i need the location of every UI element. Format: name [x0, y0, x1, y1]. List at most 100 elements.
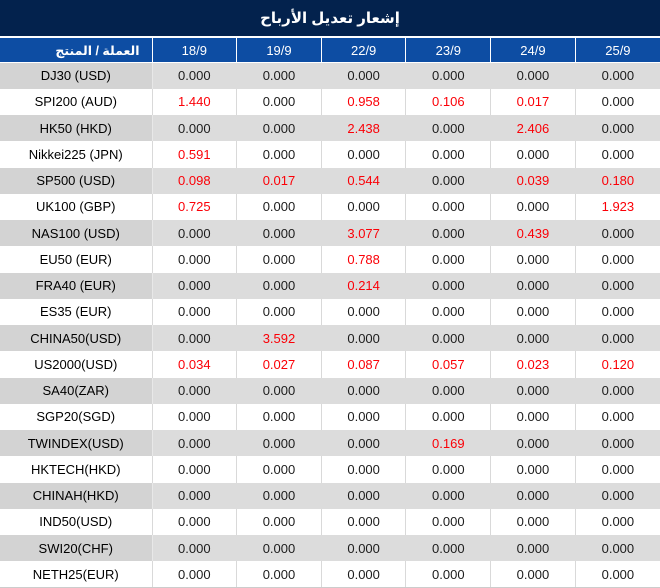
- adjustment-value-cell: 0.000: [321, 430, 407, 457]
- adjustment-value-cell: 0.087: [321, 351, 407, 378]
- adjustment-value-cell: 0.000: [152, 535, 238, 562]
- adjustment-value-cell: 0.000: [490, 430, 576, 457]
- adjustment-value-cell: 0.000: [490, 508, 576, 535]
- adjustment-value-cell: 0.000: [405, 508, 492, 535]
- adjustment-value-cell: 0.000: [490, 141, 576, 168]
- adjustment-value-cell: 0.000: [152, 115, 238, 142]
- product-label: HKTECH(HKD): [0, 456, 153, 483]
- adjustment-value-cell: 0.000: [321, 141, 407, 168]
- adjustment-value-cell: 1.440: [152, 88, 238, 115]
- adjustment-value-cell: 0.000: [321, 325, 407, 352]
- adjustment-value-cell: 0.000: [152, 482, 238, 509]
- adjustment-value-cell: 0.000: [152, 325, 238, 352]
- column-header-product-currency: العملة / المنتج: [0, 38, 152, 63]
- adjustment-value-cell: 0.000: [490, 193, 576, 220]
- adjustment-value-cell: 0.000: [575, 456, 660, 483]
- adjustment-value-cell: 0.000: [490, 246, 576, 273]
- adjustment-value-cell: 0.000: [575, 246, 660, 273]
- table-row: CHINA50(USD) 0.000 3.592 0.000 0.000 0.000 0.0…: [0, 325, 660, 352]
- adjustment-value-cell: 0.039: [490, 167, 576, 194]
- adjustment-value-cell: 0.000: [405, 482, 492, 509]
- dividend-adjustment-table: العملة / المنتج 18/9 19/9 22/9 23/9 24/9 25/9…: [0, 38, 660, 588]
- adjustment-value-cell: 0.000: [405, 167, 492, 194]
- adjustment-value-cell: 0.000: [236, 298, 322, 325]
- adjustment-value-cell: 0.000: [236, 115, 322, 142]
- table-body: DJ30 (USD) 0.000 0.000 0.000 0.000 0.000 0.000…: [0, 62, 660, 588]
- adjustment-value-cell: 0.000: [575, 220, 660, 247]
- adjustment-value-cell: 0.000: [152, 62, 238, 89]
- adjustment-value-cell: 0.057: [405, 351, 492, 378]
- adjustment-value-cell: 0.214: [321, 272, 407, 299]
- product-label: US2000(USD): [0, 351, 153, 378]
- column-header-date: 19/9: [236, 38, 322, 63]
- adjustment-value-cell: 0.000: [405, 62, 492, 89]
- product-label: DJ30 (USD): [0, 62, 153, 89]
- adjustment-value-cell: 0.000: [405, 403, 492, 430]
- adjustment-value-cell: 0.017: [236, 167, 322, 194]
- adjustment-value-cell: 0.000: [490, 535, 576, 562]
- adjustment-value-cell: 0.000: [575, 430, 660, 457]
- adjustment-value-cell: 0.000: [575, 115, 660, 142]
- adjustment-value-cell: 0.000: [490, 482, 576, 509]
- adjustment-value-cell: 0.106: [405, 88, 492, 115]
- adjustment-value-cell: 0.000: [405, 298, 492, 325]
- adjustment-value-cell: 0.000: [236, 482, 322, 509]
- adjustment-value-cell: 0.169: [405, 430, 492, 457]
- adjustment-value-cell: 0.000: [405, 561, 492, 588]
- adjustment-value-cell: 0.000: [405, 456, 492, 483]
- adjustment-value-cell: 0.000: [152, 508, 238, 535]
- adjustment-value-cell: 0.027: [236, 351, 322, 378]
- adjustment-value-cell: 0.000: [575, 325, 660, 352]
- adjustment-value-cell: 0.000: [152, 430, 238, 457]
- adjustment-value-cell: 0.000: [490, 272, 576, 299]
- product-label: Nikkei225 (JPN): [0, 141, 153, 168]
- product-label: SGP20(SGD): [0, 403, 153, 430]
- adjustment-value-cell: 0.000: [152, 561, 238, 588]
- adjustment-value-cell: 3.592: [236, 325, 322, 352]
- table-row: SWI20(CHF) 0.000 0.000 0.000 0.000 0.000 0.000: [0, 535, 660, 562]
- adjustment-value-cell: 0.000: [321, 508, 407, 535]
- adjustment-value-cell: 0.000: [236, 88, 322, 115]
- adjustment-value-cell: 0.000: [321, 62, 407, 89]
- adjustment-value-cell: 0.000: [405, 220, 492, 247]
- adjustment-value-cell: 0.000: [152, 272, 238, 299]
- adjustment-value-cell: 0.788: [321, 246, 407, 273]
- adjustment-value-cell: 0.000: [575, 561, 660, 588]
- page-title: إشعار تعديل الأرباح: [0, 0, 660, 38]
- product-label: FRA40 (EUR): [0, 272, 153, 299]
- adjustment-value-cell: 0.000: [236, 141, 322, 168]
- table-row: CHINAH(HKD) 0.000 0.000 0.000 0.000 0.000 0.00…: [0, 482, 660, 509]
- adjustment-value-cell: 0.000: [236, 535, 322, 562]
- adjustment-value-cell: 0.000: [575, 535, 660, 562]
- adjustment-value-cell: 0.000: [236, 62, 322, 89]
- adjustment-value-cell: 0.000: [152, 403, 238, 430]
- product-label: CHINAH(HKD): [0, 482, 153, 509]
- adjustment-value-cell: 0.000: [321, 298, 407, 325]
- adjustment-value-cell: 0.000: [575, 403, 660, 430]
- adjustment-value-cell: 0.000: [405, 246, 492, 273]
- adjustment-value-cell: 0.000: [405, 193, 492, 220]
- adjustment-value-cell: 0.000: [152, 298, 238, 325]
- column-header-date: 23/9: [405, 38, 491, 63]
- adjustment-value-cell: 0.439: [490, 220, 576, 247]
- adjustment-value-cell: 0.000: [490, 561, 576, 588]
- adjustment-value-cell: 0.000: [236, 193, 322, 220]
- table-row: ES35 (EUR) 0.000 0.000 0.000 0.000 0.000 0.000: [0, 298, 660, 325]
- adjustment-value-cell: 0.000: [321, 193, 407, 220]
- adjustment-value-cell: 0.180: [575, 167, 660, 194]
- adjustment-value-cell: 0.544: [321, 167, 407, 194]
- table-header-row: العملة / المنتج 18/9 19/9 22/9 23/9 24/9 25/9: [0, 38, 660, 63]
- adjustment-value-cell: 0.000: [490, 377, 576, 404]
- product-label: TWINDEX(USD): [0, 430, 153, 457]
- product-label: NETH25(EUR): [0, 561, 153, 588]
- adjustment-value-cell: 0.000: [321, 482, 407, 509]
- adjustment-value-cell: 0.000: [575, 62, 660, 89]
- product-label: SA40(ZAR): [0, 377, 153, 404]
- table-row: HK50 (HKD) 0.000 0.000 2.438 0.000 2.406 0.000: [0, 115, 660, 142]
- adjustment-value-cell: 0.000: [321, 535, 407, 562]
- adjustment-value-cell: 0.000: [490, 456, 576, 483]
- product-label: ES35 (EUR): [0, 298, 153, 325]
- adjustment-value-cell: 0.000: [321, 561, 407, 588]
- adjustment-value-cell: 0.000: [490, 325, 576, 352]
